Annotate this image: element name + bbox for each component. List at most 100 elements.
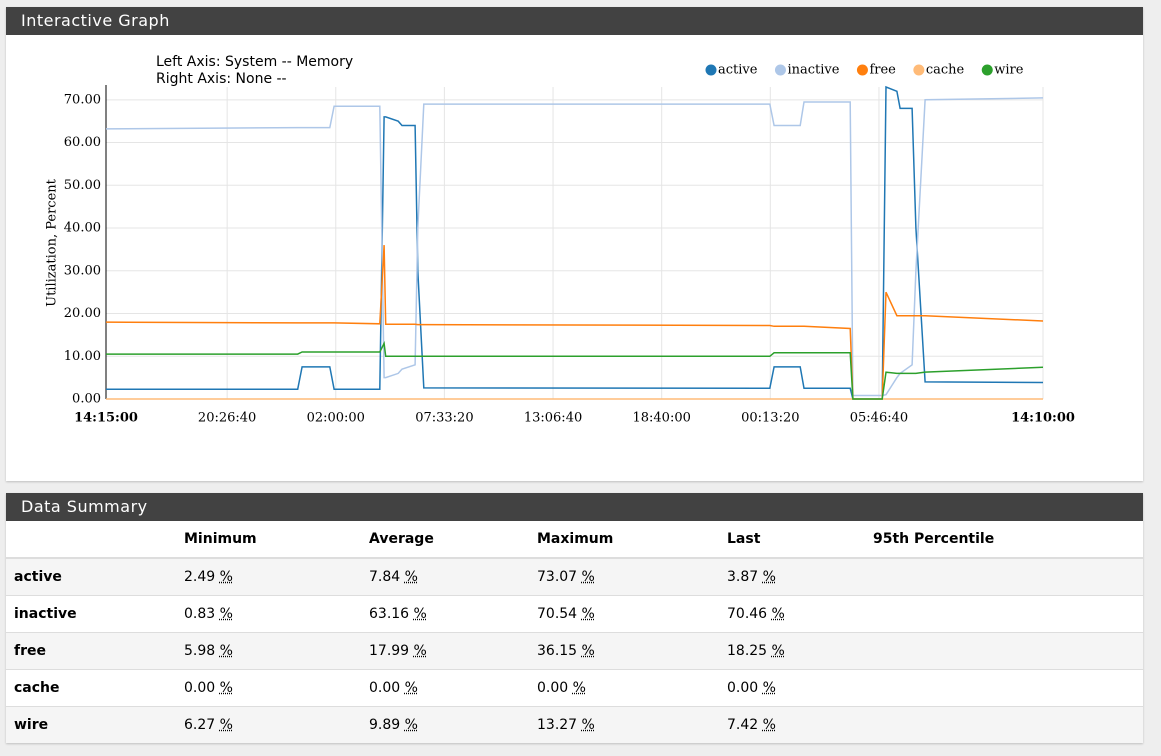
row-name: inactive xyxy=(6,595,176,633)
table-row: free 5.98 % 17.99 % 36.15 % 18.25 % xyxy=(6,632,1143,670)
x-tick-label: 00:13:20 xyxy=(741,411,799,426)
cell-unit: % xyxy=(219,717,233,733)
x-tick-label: 18:40:00 xyxy=(632,411,690,426)
y-tick-label: 70.00 xyxy=(64,92,101,107)
cell-unit: % xyxy=(572,680,586,696)
cell-unit: % xyxy=(413,606,427,622)
x-tick-label: 20:26:40 xyxy=(198,411,256,426)
table-cell xyxy=(865,557,1143,596)
table-cell: 6.27 % xyxy=(176,706,361,743)
cell-value: 36.15 xyxy=(537,643,578,659)
legend-label: free xyxy=(869,63,896,78)
y-tick-label: 60.00 xyxy=(64,135,101,150)
table-cell: 13.27 % xyxy=(529,706,719,743)
header-cell: 95th Percentile xyxy=(865,521,1143,559)
series-line xyxy=(105,245,1044,400)
cell-value: 70.54 xyxy=(537,606,578,622)
cell-value: 5.98 xyxy=(184,643,216,659)
header-row: Minimum Average Maximum Last 95th Percentile xyxy=(6,521,1143,559)
cell-unit: % xyxy=(413,643,427,659)
legend-swatch xyxy=(981,64,993,76)
table-cell: 0.83 % xyxy=(176,595,361,633)
cell-unit: % xyxy=(762,680,776,696)
table-cell xyxy=(865,632,1143,670)
y-tick-label: 20.00 xyxy=(64,306,101,321)
cell-value: 9.89 xyxy=(369,717,401,733)
panel-title: Interactive Graph xyxy=(6,7,1143,35)
header-cell xyxy=(6,521,176,559)
header-cell: Maximum xyxy=(529,521,719,559)
table-cell: 7.84 % xyxy=(361,557,529,596)
table-row: wire 6.27 % 9.89 % 13.27 % 7.42 % xyxy=(6,706,1143,743)
x-tick-label: 14:10:00 xyxy=(1011,411,1075,426)
cell-unit: % xyxy=(581,606,595,622)
cell-value: 3.87 xyxy=(727,569,759,585)
legend-swatch xyxy=(774,64,786,76)
legend-swatch xyxy=(913,64,925,76)
legend-item: active xyxy=(705,63,758,78)
x-tick-label: 07:33:20 xyxy=(415,411,473,426)
table-cell: 7.42 % xyxy=(719,706,865,743)
y-tick-label: 40.00 xyxy=(64,221,101,236)
header-cell: Last xyxy=(719,521,865,559)
table-cell: 0.00 % xyxy=(529,669,719,707)
cell-value: 0.00 xyxy=(184,680,216,696)
table-cell: 5.98 % xyxy=(176,632,361,670)
cell-unit: % xyxy=(581,569,595,585)
x-tick-label: 02:00:00 xyxy=(307,411,365,426)
cell-unit: % xyxy=(219,569,233,585)
legend-label: inactive xyxy=(787,63,839,78)
series-line xyxy=(105,97,1044,397)
cell-value: 0.83 xyxy=(184,606,216,622)
y-tick-label: 10.00 xyxy=(64,349,101,364)
legend-item: wire xyxy=(981,63,1024,78)
cell-value: 0.00 xyxy=(537,680,569,696)
table-cell: 70.46 % xyxy=(719,595,865,633)
table-cell: 18.25 % xyxy=(719,632,865,670)
cell-value: 70.46 xyxy=(727,606,768,622)
table-cell: 2.49 % xyxy=(176,557,361,596)
x-tick-label: 14:15:00 xyxy=(74,411,138,426)
table-cell: 73.07 % xyxy=(529,557,719,596)
row-name: cache xyxy=(6,669,176,707)
cell-value: 7.84 xyxy=(369,569,401,585)
cell-unit: % xyxy=(219,606,233,622)
table-cell xyxy=(865,669,1143,707)
series-line xyxy=(106,85,1044,400)
cell-unit: % xyxy=(219,680,233,696)
x-tick-label: 05:46:40 xyxy=(850,411,908,426)
chart: Left Axis: System -- Memory Right Axis: … xyxy=(45,54,1075,426)
cell-value: 7.42 xyxy=(727,717,759,733)
table-cell: 70.54 % xyxy=(529,595,719,633)
y-axis-title: Utilization, Percent xyxy=(45,178,60,307)
cell-unit: % xyxy=(762,717,776,733)
cell-unit: % xyxy=(581,717,595,733)
table-cell: 3.87 % xyxy=(719,557,865,596)
x-tick-label: 13:06:40 xyxy=(524,411,582,426)
cell-unit: % xyxy=(771,606,785,622)
header-cell: Average xyxy=(361,521,529,559)
table-cell: 0.00 % xyxy=(176,669,361,707)
table-cell: 0.00 % xyxy=(361,669,529,707)
axis-info: Right Axis: None -- xyxy=(156,71,287,87)
legend-label: cache xyxy=(926,63,965,78)
cell-value: 18.25 xyxy=(727,643,768,659)
cell-unit: % xyxy=(581,643,595,659)
table-row: active 2.49 % 7.84 % 73.07 % 3.87 % xyxy=(6,557,1143,596)
cell-value: 0.00 xyxy=(727,680,759,696)
legend-swatch xyxy=(705,64,717,76)
table-cell: 36.15 % xyxy=(529,632,719,670)
cell-unit: % xyxy=(404,717,418,733)
legend-label: wire xyxy=(994,63,1023,78)
cell-unit: % xyxy=(404,680,418,696)
table-cell xyxy=(865,706,1143,743)
cell-value: 13.27 xyxy=(537,717,578,733)
cell-value: 73.07 xyxy=(537,569,578,585)
legend-item: free xyxy=(856,63,896,78)
y-tick-label: 30.00 xyxy=(64,263,101,278)
cell-unit: % xyxy=(771,643,785,659)
table-row: inactive 0.83 % 63.16 % 70.54 % 70.46 % xyxy=(6,595,1143,633)
header-cell: Minimum xyxy=(176,521,361,559)
panel-title: Data Summary xyxy=(6,493,1143,521)
